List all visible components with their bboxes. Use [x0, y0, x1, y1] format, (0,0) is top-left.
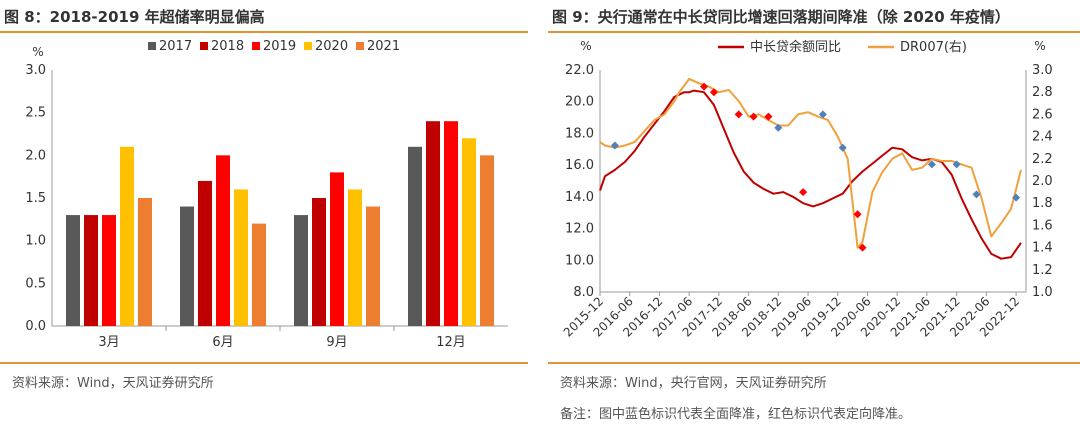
right-y-tick-label: 2.0: [1032, 174, 1053, 189]
marker-定向降准-2020-05: [858, 243, 867, 252]
left-y-tick-label: 8.0: [573, 285, 594, 300]
left-y-tick-label: 18.0: [565, 126, 594, 141]
series-line-中长贷余额同比: [599, 89, 1022, 260]
bar-2019-3月: [102, 215, 116, 326]
legend-label-2021: 2021: [367, 39, 400, 54]
right-y-tick-label: 3.0: [1032, 63, 1053, 78]
left-axis-unit: %: [580, 39, 591, 53]
left-y-tick-label: 16.0: [565, 158, 594, 173]
bar-2020-3月: [120, 146, 134, 326]
bar-2017-9月: [294, 215, 308, 326]
left-y-tick-label: 14.0: [565, 190, 594, 205]
right-y-tick-label: 2.4: [1032, 130, 1053, 145]
right-y-tick-label: 1.2: [1032, 263, 1053, 278]
bar-2021-9月: [366, 206, 380, 326]
y-tick-label: 1.5: [25, 191, 46, 206]
x-tick-label: 12月: [436, 335, 466, 350]
marker-定向降准-2017-09: [700, 82, 709, 91]
figure-9-source: 资料来源：Wind，央行官网，天风证券研究所: [560, 376, 827, 391]
bar-2019-12月: [444, 121, 458, 326]
figure-8-title: 图 8：2018-2019 年超储率明显偏高: [4, 8, 265, 26]
source-rule: [0, 362, 528, 364]
bar-2017-12月: [408, 146, 422, 326]
bar-2021-6月: [252, 223, 266, 326]
legend-swatch-2020: [304, 42, 312, 50]
bar-2019-9月: [330, 172, 344, 326]
right-y-tick-label: 2.2: [1032, 152, 1053, 167]
marker-定向降准-2020-04: [853, 210, 862, 219]
bar-2020-9月: [348, 189, 362, 326]
right-y-tick-label: 2.8: [1032, 85, 1053, 100]
marker-定向降准-2018-07: [749, 112, 758, 121]
left-y-tick-label: 10.0: [565, 253, 594, 268]
excess-reserve-bar-chart: % 0.0 0.5 1.0 1.5 2.0 2.5 3.0 3月 6月 9月 12月 2017 2018 2…: [25, 39, 508, 350]
y-tick-label: 1.0: [25, 234, 46, 249]
y-tick-label: 0.0: [25, 319, 46, 334]
legend-swatch-2017: [148, 42, 156, 50]
title-rule: [0, 31, 528, 33]
bar-2021-3月: [138, 198, 152, 326]
y-tick-label: 2.5: [25, 106, 46, 121]
marker-全面降准-2016-03: [610, 141, 619, 150]
x-tick-label: 6月: [212, 335, 233, 350]
figure-8-source: 资料来源：Wind，天风证券研究所: [12, 376, 214, 391]
legend-label-2018: 2018: [211, 39, 244, 54]
left-panel: 图 8：2018-2019 年超储率明显偏高 % 0.0 0.5 1.0 1.5 2.0 2…: [0, 0, 528, 425]
series-line-DR007(右): [599, 77, 1022, 249]
figure-9-note: 备注：图中蓝色标识代表全面降准，红色标识代表定向降准。: [560, 407, 912, 422]
x-tick-label: 3月: [98, 335, 119, 350]
legend-swatch-2018: [200, 42, 208, 50]
bar-2018-6月: [198, 180, 212, 326]
right-y-tick-label: 1.0: [1032, 285, 1053, 300]
bar-2018-9月: [312, 198, 326, 326]
y-tick-label: 3.0: [25, 63, 46, 78]
y-tick-label: 2.0: [25, 148, 46, 163]
left-y-tick-label: 22.0: [565, 63, 594, 78]
bar-2020-12月: [462, 138, 476, 326]
marker-全面降准-2019-09: [818, 110, 827, 119]
y-axis-unit: %: [32, 45, 43, 59]
bar-2018-3月: [84, 215, 98, 326]
marker-全面降准-2020-01: [838, 143, 847, 152]
legend-label-2017: 2017: [159, 39, 192, 54]
right-axis-unit: %: [1034, 39, 1045, 53]
left-y-tick-label: 12.0: [565, 222, 594, 237]
legend-label-中长贷余额同比: 中长贷余额同比: [750, 39, 841, 55]
legend-swatch-2021: [356, 42, 364, 50]
marker-全面降准-2021-07: [927, 160, 936, 169]
marker-定向降准-2018-04: [734, 110, 743, 119]
right-y-tick-label: 2.6: [1032, 107, 1053, 122]
right-y-tick-label: 1.6: [1032, 218, 1053, 233]
marker-定向降准-2019-05: [799, 188, 808, 197]
x-tick-label: 9月: [326, 335, 347, 350]
bar-2017-3月: [66, 215, 80, 326]
marker-全面降准-2022-04: [972, 190, 981, 199]
right-y-tick-label: 1.4: [1032, 241, 1053, 256]
left-y-tick-label: 20.0: [565, 95, 594, 110]
y-tick-label: 0.5: [25, 276, 46, 291]
legend-swatch-2019: [252, 42, 260, 50]
legend-label-DR007(右): DR007(右): [900, 40, 967, 55]
legend-label-2019: 2019: [263, 39, 296, 54]
marker-全面降准-2022-12: [1012, 193, 1021, 202]
figure-9-title: 图 9：央行通常在中长贷同比增速回落期间降准（除 2020 年疫情）: [552, 8, 1010, 26]
bar-2021-12月: [480, 155, 494, 326]
legend-label-2020: 2020: [315, 39, 348, 54]
right-panel: 图 9：央行通常在中长贷同比增速回落期间降准（除 2020 年疫情） %% 8.0…: [548, 0, 1080, 425]
bar-2020-6月: [234, 189, 248, 326]
bar-2019-6月: [216, 155, 230, 326]
bar-2018-12月: [426, 121, 440, 326]
title-rule: [548, 31, 1080, 33]
marker-定向降准-2018-10: [764, 112, 773, 121]
marker-全面降准-2021-12: [952, 160, 961, 169]
source-rule: [548, 362, 1080, 364]
bar-2017-6月: [180, 206, 194, 326]
right-y-tick-label: 1.8: [1032, 196, 1053, 211]
marker-定向降准-2017-11: [709, 88, 718, 97]
marker-全面降准-2018-12: [774, 123, 783, 132]
loan-growth-dr007-line-chart: % % 8.0 10.0 12.0 14.0 16.0 18.0 20.0 22.0 1.0 1.2 1…: [561, 39, 1053, 340]
